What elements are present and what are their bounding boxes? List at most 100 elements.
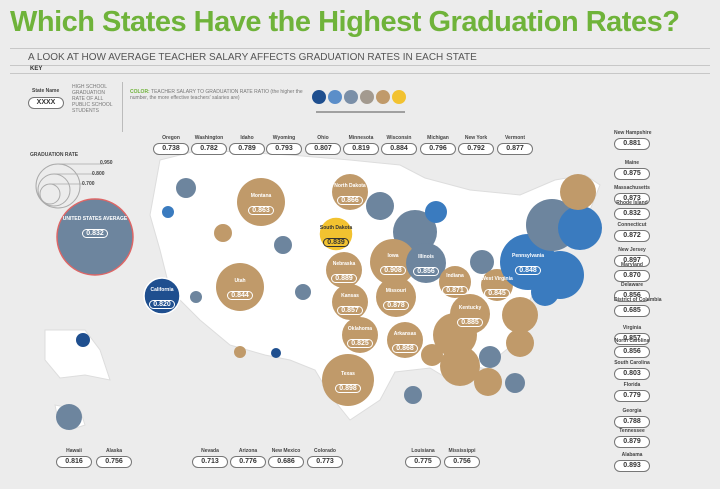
bubble-oregon — [162, 206, 174, 218]
bubble-label-utah: Utah 0.844 — [220, 278, 260, 302]
state-value-wyoming: 0.793 — [266, 143, 302, 155]
bubble-label-south-dakota: South Dakota 0.839 — [316, 225, 356, 249]
bubble-ohio — [470, 250, 494, 274]
bubble-washington — [176, 178, 196, 198]
us-average-value: 0.832 — [82, 229, 108, 238]
bubble-value: 0.839 — [323, 238, 349, 247]
bubble-value: 0.871 — [442, 286, 468, 295]
state-name-new-jersey: New Jersey — [618, 247, 646, 253]
state-value-new-york: 0.792 — [458, 143, 494, 155]
key-label: KEY — [30, 66, 43, 72]
state-name-vermont: Vermont — [504, 135, 525, 141]
state-name-ohio: Ohio — [317, 135, 329, 141]
bubble-value: 0.898 — [335, 384, 361, 393]
alaska-shape — [44, 329, 111, 381]
state-name-wyoming: Wyoming — [272, 135, 296, 141]
state-value-mississippi: 0.756 — [444, 456, 480, 468]
bubble-south-carolina — [479, 346, 501, 368]
bubble-label-north-dakota: North Dakota 0.866 — [330, 183, 370, 207]
state-name-delaware: Delaware — [621, 282, 643, 288]
state-name-virginia: Virginia — [622, 325, 642, 331]
key-bracket — [122, 82, 123, 132]
state-value-rhode-island: 0.832 — [614, 208, 650, 220]
bubble-north-carolina — [506, 329, 534, 357]
bubble-colorado — [295, 284, 311, 300]
bubble-label-pennsylvania: Pennsylvania 0.848 — [508, 253, 548, 277]
state-name-michigan: Michigan — [427, 135, 449, 141]
key-swatch — [328, 90, 342, 104]
bubble-idaho — [214, 224, 232, 242]
page-title: Which States Have the Highest Graduation… — [10, 6, 680, 38]
state-name-florida: Florida — [623, 382, 641, 388]
bubble-label-oklahoma: Oklahoma 0.825 — [340, 326, 380, 350]
bubble-value: 0.885 — [457, 318, 483, 327]
bubble-label-kansas: Kansas 0.857 — [330, 293, 370, 317]
state-value-maryland: 0.870 — [614, 270, 650, 282]
bubble-name: Texas — [341, 371, 355, 377]
grad-tick-0: 0.950 — [100, 160, 113, 166]
bubble-label-indiana: Indiana 0.871 — [435, 273, 475, 297]
bubble-mississippi — [421, 344, 443, 366]
bubble-alabama — [440, 346, 480, 386]
state-name-connecticut: Connecticut — [617, 222, 647, 228]
bubble-minnesota — [366, 192, 394, 220]
bubble-label-west-virginia: West Virginia 0.845 — [477, 276, 517, 300]
bubble-name: Kansas — [341, 293, 359, 299]
state-value-idaho: 0.789 — [229, 143, 265, 155]
state-name-nevada: Nevada — [201, 448, 219, 454]
divider — [10, 48, 710, 49]
bubble-label-arkansas: Arkansas 0.868 — [385, 331, 425, 355]
bubble-georgia — [474, 368, 502, 396]
divider — [10, 65, 710, 66]
bubble-texas — [322, 354, 374, 406]
state-value-hawaii: 0.816 — [56, 456, 92, 468]
bubble-wyoming — [274, 236, 292, 254]
bubble-name: Montana — [250, 193, 272, 199]
bubble-value: 0.863 — [248, 206, 274, 215]
state-name-new-mexico: New Mexico — [271, 448, 301, 454]
bubble-name: Kentucky — [458, 305, 482, 311]
state-name-georgia: Georgia — [622, 408, 642, 414]
state-name-new-hampshire: New Hampshire — [614, 130, 652, 136]
bubble-label-texas: Texas 0.898 — [328, 371, 368, 395]
bubble-name: Pennsylvania — [512, 253, 544, 259]
state-value-north-carolina: 0.856 — [614, 346, 650, 358]
bubble-name: California — [150, 287, 174, 293]
us-average-name: UNITED STATES AVERAGE — [62, 216, 128, 222]
state-name-mississippi: Mississippi — [448, 448, 476, 454]
state-value-district-of-columbia: 0.685 — [614, 305, 650, 317]
state-name-hawaii: Hawaii — [66, 448, 82, 454]
state-value-delaware: 0.856 — [614, 290, 650, 302]
bubble-name: Utah — [234, 278, 246, 284]
state-name-massachusetts: Massachusetts — [614, 185, 650, 191]
bubble-arizona — [234, 346, 246, 358]
state-name-washington: Washington — [194, 135, 224, 141]
state-value-florida: 0.779 — [614, 390, 650, 402]
bubble-new-mexico — [271, 348, 281, 358]
page-subtitle: A LOOK AT HOW AVERAGE TEACHER SALARY AFF… — [28, 52, 477, 63]
state-name-minnesota: Minnesota — [348, 135, 374, 141]
bubble-massachusetts — [558, 206, 602, 250]
state-name-district-of-columbia: District of Columbia — [614, 297, 662, 303]
state-value-nevada: 0.713 — [192, 456, 228, 468]
state-name-maine: Maine — [624, 160, 640, 166]
state-value-colorado: 0.773 — [307, 456, 343, 468]
state-value-georgia: 0.788 — [614, 416, 650, 428]
state-value-arizona: 0.776 — [230, 456, 266, 468]
bubble-value: 0.866 — [337, 196, 363, 205]
state-value-new-hampshire: 0.881 — [614, 138, 650, 150]
bubble-value: 0.848 — [515, 266, 541, 275]
state-value-new-jersey: 0.897 — [614, 255, 650, 267]
bubble-maryland — [531, 278, 559, 306]
bubble-label-california: California 0.820 — [142, 287, 182, 311]
bubble-virginia — [502, 297, 538, 333]
key-swatch — [312, 90, 326, 104]
bubble-value: 0.908 — [380, 266, 406, 275]
bubble-name: Indiana — [446, 273, 464, 279]
bubble-tennessee — [433, 313, 477, 357]
state-name-wisconsin: Wisconsin — [386, 135, 412, 141]
key-description: HIGH SCHOOL GRADUATION RATE OF ALL PUBLI… — [72, 84, 113, 114]
state-name-louisiana: Louisiana — [411, 448, 435, 454]
bubble-value: 0.889 — [331, 274, 357, 283]
